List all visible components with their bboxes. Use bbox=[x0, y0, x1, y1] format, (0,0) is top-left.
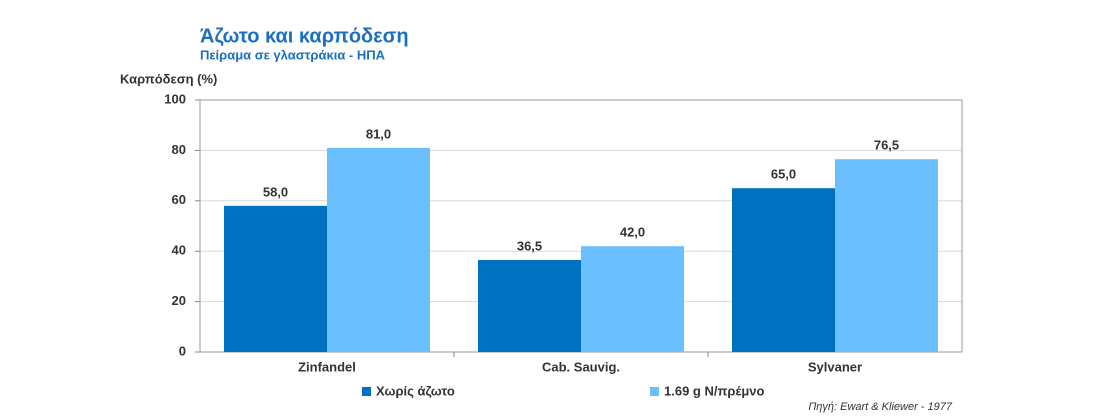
value-label: 58,0 bbox=[263, 184, 288, 199]
bar bbox=[478, 260, 581, 352]
y-tick-label: 0 bbox=[179, 343, 186, 358]
legend-swatch bbox=[650, 387, 659, 396]
legend-swatch bbox=[362, 387, 371, 396]
y-tick-label: 100 bbox=[164, 91, 186, 106]
source: Πηγή: Ewart & Kliewer - 1977 bbox=[808, 401, 953, 413]
value-label: 36,5 bbox=[517, 238, 542, 253]
chart-subtitle: Πείραμα σε γλαστράκια - ΗΠΑ bbox=[200, 47, 386, 62]
x-tick-label: Cab. Sauvig. bbox=[542, 359, 620, 374]
x-tick-label: Zinfandel bbox=[298, 359, 356, 374]
bar bbox=[224, 205, 327, 352]
y-axis-label: Καρπόδεση (%) bbox=[120, 71, 217, 86]
bar bbox=[581, 246, 684, 352]
y-tick-label: 60 bbox=[172, 192, 186, 207]
y-tick-label: 80 bbox=[172, 142, 186, 157]
bar bbox=[835, 159, 938, 352]
chart-title: Άζωτο και καρπόδεση bbox=[200, 25, 409, 47]
value-label: 76,5 bbox=[874, 138, 899, 153]
value-label: 81,0 bbox=[366, 126, 391, 141]
value-label: 42,0 bbox=[620, 225, 645, 240]
legend-label: Χωρίς άζωτο bbox=[376, 383, 455, 398]
bar bbox=[732, 188, 835, 352]
y-tick-label: 20 bbox=[172, 293, 186, 308]
x-tick-label: Sylvaner bbox=[808, 359, 862, 374]
y-tick-label: 40 bbox=[172, 243, 186, 258]
legend-label: 1.69 g N/πρέμνο bbox=[664, 383, 765, 398]
value-label: 65,0 bbox=[771, 167, 796, 182]
bar bbox=[327, 147, 430, 352]
